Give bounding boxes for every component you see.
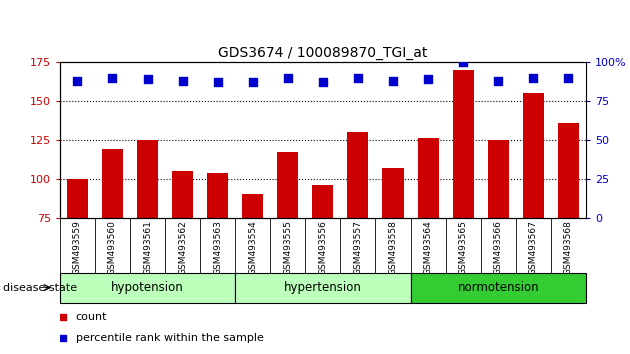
Text: GSM493568: GSM493568 bbox=[564, 221, 573, 275]
Text: GSM493564: GSM493564 bbox=[423, 221, 433, 275]
Bar bbox=[312, 185, 333, 335]
Point bbox=[563, 75, 573, 80]
Bar bbox=[277, 152, 299, 335]
Point bbox=[142, 76, 152, 82]
Point bbox=[493, 78, 503, 84]
Bar bbox=[558, 123, 579, 335]
FancyBboxPatch shape bbox=[60, 273, 235, 303]
Point bbox=[178, 78, 188, 84]
Bar bbox=[452, 70, 474, 335]
Title: GDS3674 / 100089870_TGI_at: GDS3674 / 100089870_TGI_at bbox=[218, 46, 428, 59]
Bar bbox=[67, 179, 88, 335]
Text: GSM493555: GSM493555 bbox=[284, 221, 292, 275]
Text: count: count bbox=[76, 312, 107, 322]
Bar bbox=[207, 172, 228, 335]
Text: GSM493557: GSM493557 bbox=[353, 221, 362, 275]
Bar bbox=[523, 93, 544, 335]
FancyBboxPatch shape bbox=[235, 273, 411, 303]
Bar bbox=[488, 140, 509, 335]
Point bbox=[318, 79, 328, 85]
Text: GSM493554: GSM493554 bbox=[248, 221, 257, 275]
Text: GSM493558: GSM493558 bbox=[389, 221, 398, 275]
Point bbox=[107, 75, 117, 80]
Text: disease state: disease state bbox=[3, 282, 77, 293]
Text: GSM493559: GSM493559 bbox=[73, 221, 82, 275]
Text: hypotension: hypotension bbox=[111, 281, 184, 294]
Bar bbox=[102, 149, 123, 335]
Point bbox=[388, 78, 398, 84]
Text: percentile rank within the sample: percentile rank within the sample bbox=[76, 333, 263, 343]
Bar bbox=[382, 168, 404, 335]
Point bbox=[283, 75, 293, 80]
Text: GSM493567: GSM493567 bbox=[529, 221, 538, 275]
Text: GSM493563: GSM493563 bbox=[213, 221, 222, 275]
Bar bbox=[172, 171, 193, 335]
Point bbox=[72, 78, 83, 84]
Bar bbox=[242, 194, 263, 335]
Point bbox=[458, 59, 468, 65]
Text: hypertension: hypertension bbox=[284, 281, 362, 294]
Point bbox=[212, 79, 222, 85]
Point bbox=[353, 75, 363, 80]
Bar bbox=[418, 138, 438, 335]
Text: GSM493560: GSM493560 bbox=[108, 221, 117, 275]
Text: GSM493562: GSM493562 bbox=[178, 221, 187, 275]
Bar bbox=[137, 140, 158, 335]
Text: normotension: normotension bbox=[457, 281, 539, 294]
Text: GSM493566: GSM493566 bbox=[494, 221, 503, 275]
Point bbox=[423, 76, 433, 82]
FancyBboxPatch shape bbox=[411, 273, 586, 303]
Text: GSM493556: GSM493556 bbox=[318, 221, 328, 275]
Bar bbox=[347, 132, 369, 335]
Text: GSM493565: GSM493565 bbox=[459, 221, 467, 275]
Point bbox=[248, 79, 258, 85]
Point bbox=[528, 75, 538, 80]
Text: GSM493561: GSM493561 bbox=[143, 221, 152, 275]
